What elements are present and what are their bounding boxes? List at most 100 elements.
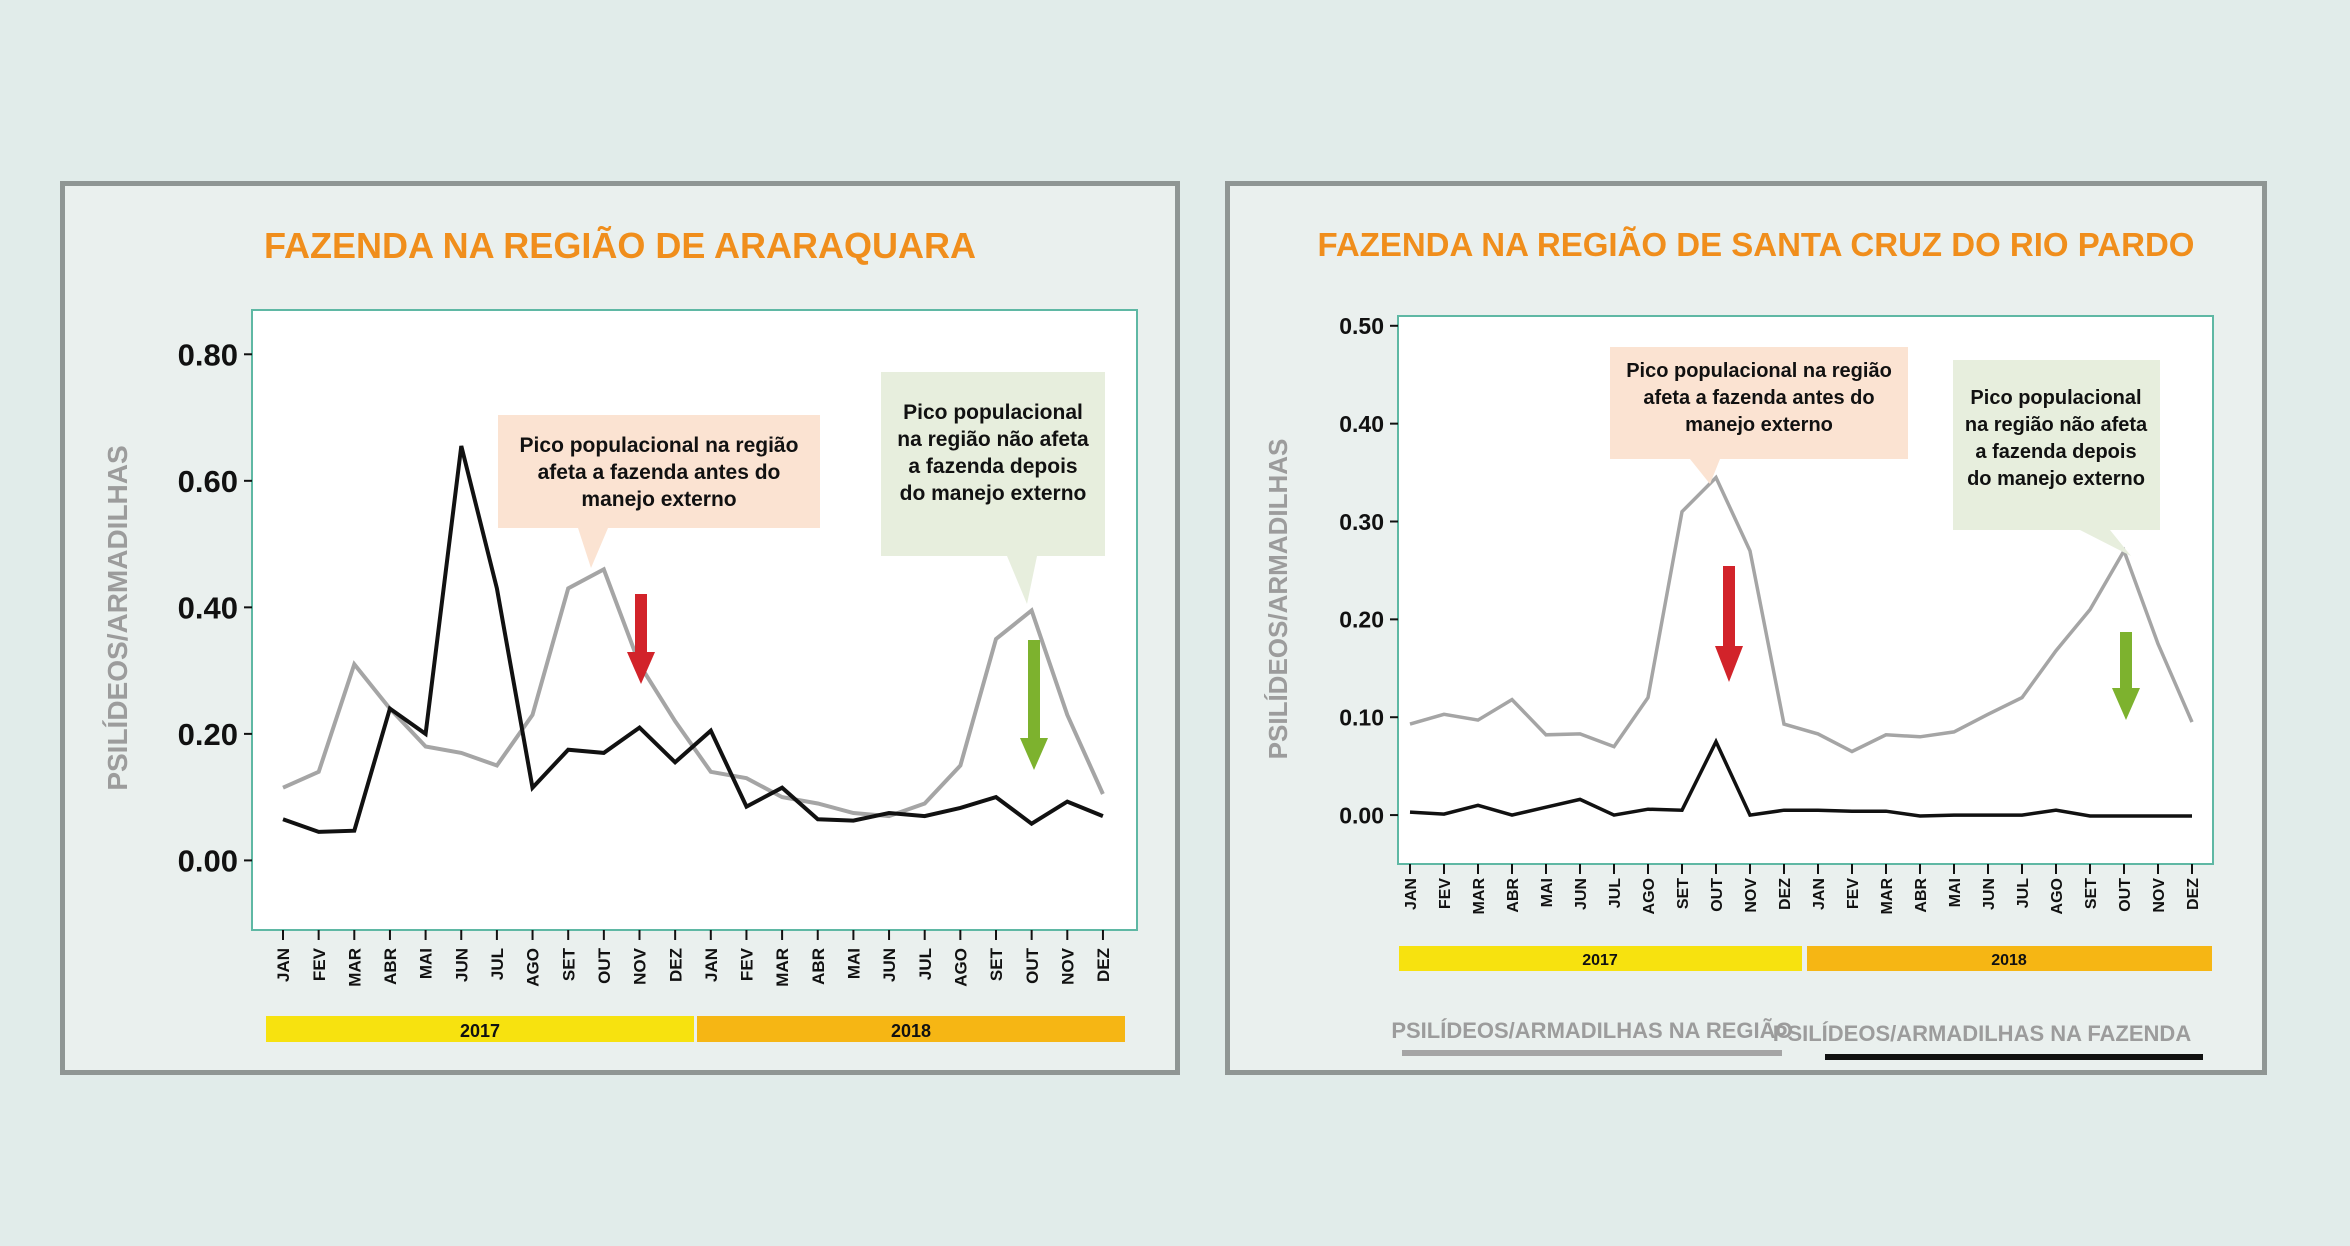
x-tick-label: NOV <box>1743 878 1760 913</box>
chart-title: FAZENDA NA REGIÃO DE SANTA CRUZ DO RIO P… <box>1318 226 2195 263</box>
y-tick-label: 0.30 <box>1339 509 1384 535</box>
x-tick-label: AGO <box>2049 878 2066 914</box>
x-tick-label: DEZ <box>2185 878 2202 910</box>
x-tick-label: AGO <box>524 948 543 987</box>
x-tick-label: SET <box>559 947 578 981</box>
y-tick-label: 0.80 <box>178 337 238 372</box>
x-tick-label: JAN <box>1811 878 1828 910</box>
x-tick-label: NOV <box>631 947 650 985</box>
x-tick-label: JUN <box>880 948 899 982</box>
chart-panel-santa-cruz: FAZENDA NA REGIÃO DE SANTA CRUZ DO RIO P… <box>1225 181 2267 1075</box>
callout-before-line-3: manejo externo <box>1685 414 1833 436</box>
x-tick-label: OUT <box>1023 947 1042 984</box>
x-tick-label: MAI <box>1947 878 1964 907</box>
x-tick-label: JUL <box>488 948 507 980</box>
year-band-2017 <box>266 1016 694 1042</box>
arrow-red <box>627 594 655 684</box>
x-tick-label: FEV <box>1437 878 1454 909</box>
chart-panel-araraquara: FAZENDA NA REGIÃO DE ARARAQUARA PSILÍDEO… <box>60 181 1180 1075</box>
x-tick-label: JUN <box>1981 878 1998 910</box>
callout-before: Pico populacional na região afeta a faze… <box>498 415 820 568</box>
x-tick-label: MAR <box>345 948 364 987</box>
y-tick-label: 0.00 <box>1339 802 1384 828</box>
callout-after-line-4: do manejo externo <box>1967 468 2145 490</box>
x-tick-label: DEZ <box>1777 878 1794 910</box>
x-tick-label: NOV <box>2151 878 2168 913</box>
callout-before-line-2: afeta a fazenda antes do <box>538 461 781 484</box>
x-tick-label: DEZ <box>1094 948 1113 982</box>
callout-after-line-4: do manejo externo <box>900 482 1087 505</box>
x-tick-label: FEV <box>1845 878 1862 909</box>
x-tick-label: MAR <box>773 948 792 987</box>
chart-araraquara: FAZENDA NA REGIÃO DE ARARAQUARA PSILÍDEO… <box>102 224 1138 1042</box>
x-tick-label: SET <box>987 947 1006 981</box>
x-tick-label: OUT <box>1709 878 1726 912</box>
x-tick-label: JAN <box>702 948 721 982</box>
callout-after-line-1: Pico populacional <box>1970 387 2141 409</box>
x-tick-label: ABR <box>809 948 828 985</box>
y-tick-label: 0.60 <box>178 464 238 499</box>
callout-before: Pico populacional na região afeta a faze… <box>1610 347 1908 484</box>
y-tick-label: 0.20 <box>1339 607 1384 633</box>
x-tick-label: ABR <box>381 948 400 985</box>
y-tick-label: 0.00 <box>178 844 238 879</box>
callout-after: Pico populacional na região não afeta a … <box>881 372 1105 604</box>
year-band-2018 <box>697 1016 1125 1042</box>
x-tick-label: JUL <box>2015 878 2032 908</box>
year-band-2017 <box>1399 946 1802 971</box>
arrow-red <box>1715 566 1743 682</box>
callout-after-line-3: a fazenda depois <box>1975 441 2136 463</box>
callout-before-line-2: afeta a fazenda antes do <box>1643 387 1874 409</box>
callout-after-line-3: a fazenda depois <box>908 455 1077 478</box>
x-tick-label: MAI <box>845 948 864 979</box>
arrow-green <box>2112 632 2140 720</box>
x-tick-label: OUT <box>595 947 614 984</box>
chart-title: FAZENDA NA REGIÃO DE ARARAQUARA <box>264 224 976 266</box>
x-tick-label: JAN <box>274 948 293 982</box>
series-line-farm <box>282 445 1104 834</box>
y-tick-label: 0.40 <box>178 591 238 626</box>
x-tick-label: SET <box>1675 878 1692 909</box>
x-tick-label: MAR <box>1879 878 1896 915</box>
y-tick-label: 0.50 <box>1339 313 1384 339</box>
x-tick-label: AGO <box>1641 878 1658 914</box>
x-tick-label: JAN <box>1403 878 1420 910</box>
year-band-2018 <box>1807 946 2212 971</box>
x-tick-label: DEZ <box>666 948 685 982</box>
callout-before-line-1: Pico populacional na região <box>1626 360 1892 382</box>
arrow-green <box>1020 640 1048 770</box>
y-axis-label: PSILÍDEOS/ARMADILHAS <box>1263 439 1293 760</box>
x-tick-label: JUN <box>452 948 471 982</box>
chart-santa-cruz: FAZENDA NA REGIÃO DE SANTA CRUZ DO RIO P… <box>1263 226 2214 1060</box>
y-axis-label: PSILÍDEOS/ARMADILHAS <box>102 445 133 790</box>
callout-after: Pico populacional na região não afeta a … <box>1953 360 2160 556</box>
x-tick-label: JUN <box>1573 878 1590 910</box>
x-tick-label: MAI <box>1539 878 1556 907</box>
y-tick-label: 0.10 <box>1339 704 1384 730</box>
y-tick-label: 0.20 <box>178 717 238 752</box>
x-tick-label: SET <box>2083 878 2100 909</box>
x-tick-label: JUL <box>1607 878 1624 908</box>
x-tick-label: OUT <box>2117 878 2134 912</box>
x-tick-label: MAR <box>1471 878 1488 915</box>
x-tick-label: FEV <box>310 947 329 981</box>
series-line-region <box>1409 474 2194 754</box>
callout-before-line-1: Pico populacional na região <box>520 434 799 457</box>
callout-before-line-3: manejo externo <box>581 488 736 511</box>
x-tick-label: JUL <box>916 948 935 980</box>
x-tick-label: FEV <box>738 947 757 981</box>
year-label-2017: 2017 <box>460 1021 500 1041</box>
callout-after-line-2: na região não afeta <box>1965 414 2148 436</box>
year-label-2017: 2017 <box>1582 952 1618 969</box>
x-tick-label: ABR <box>1913 878 1930 913</box>
x-tick-label: NOV <box>1058 947 1077 985</box>
callout-after-line-2: na região não afeta <box>897 428 1089 451</box>
year-label-2018: 2018 <box>891 1021 931 1041</box>
year-label-2018: 2018 <box>1991 952 2027 969</box>
x-tick-label: ABR <box>1505 878 1522 913</box>
legend-farm-label: PSILÍDEOS/ARMADILHAS NA FAZENDA <box>1773 1021 2192 1046</box>
series-line-farm <box>1409 737 2192 818</box>
y-tick-label: 0.40 <box>1339 411 1384 437</box>
x-tick-label: MAI <box>417 948 436 979</box>
legend-region-label: PSILÍDEOS/ARMADILHAS NA REGIÃO <box>1391 1018 1792 1043</box>
